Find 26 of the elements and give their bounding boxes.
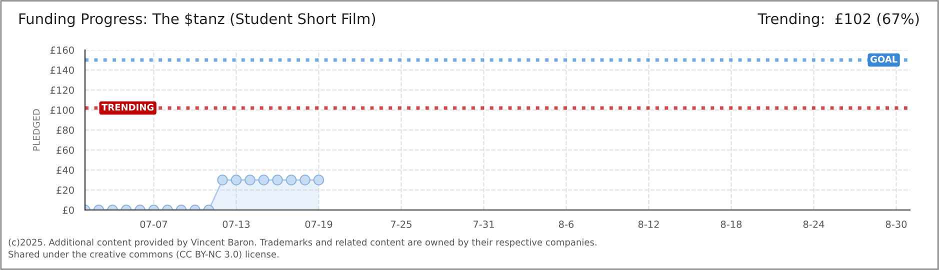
y-tick-label: £120 [50,86,74,94]
x-tick-label: 8-30 [886,220,907,228]
y-tick-label: £100 [50,106,74,114]
y-tick-label: £60 [56,146,74,154]
x-tick-label: 7-25 [391,220,412,228]
x-tick-label: 8-24 [803,220,824,228]
x-tick-label: 07-13 [222,220,250,228]
x-tick-label: 7-31 [474,220,494,228]
x-tick-label: 8-12 [638,220,659,228]
y-tick-label: £160 [50,46,74,54]
text: Shared under the creative commons (CC BY-NC 3.0) license. [8,250,278,259]
x-tick-label: 07-07 [140,220,168,228]
y-axis-title: PLEDGED [32,109,40,151]
x-tick-label: 8-6 [558,220,574,228]
y-tick-label: £80 [56,126,74,134]
y-tick-label: £40 [56,166,74,174]
chart-subtitle: Trending: £102 (67%) [758,12,919,28]
ref-line-label: TRENDING [102,104,154,111]
ref-line-label: GOAL [870,56,898,63]
y-tick-label: £0 [62,206,74,214]
y-tick-label: £140 [50,66,74,74]
x-tick-label: 07-19 [305,220,332,228]
x-tick-label: 8-18 [720,220,742,228]
y-tick-label: £20 [56,186,74,194]
text: (c)2025. Additional content provided by Vincent Baron. Trademarks and related content are owned by their respective companies. [8,238,596,248]
chart-title: Funding Progress: The $tanz (Student Short Film) [19,12,376,28]
